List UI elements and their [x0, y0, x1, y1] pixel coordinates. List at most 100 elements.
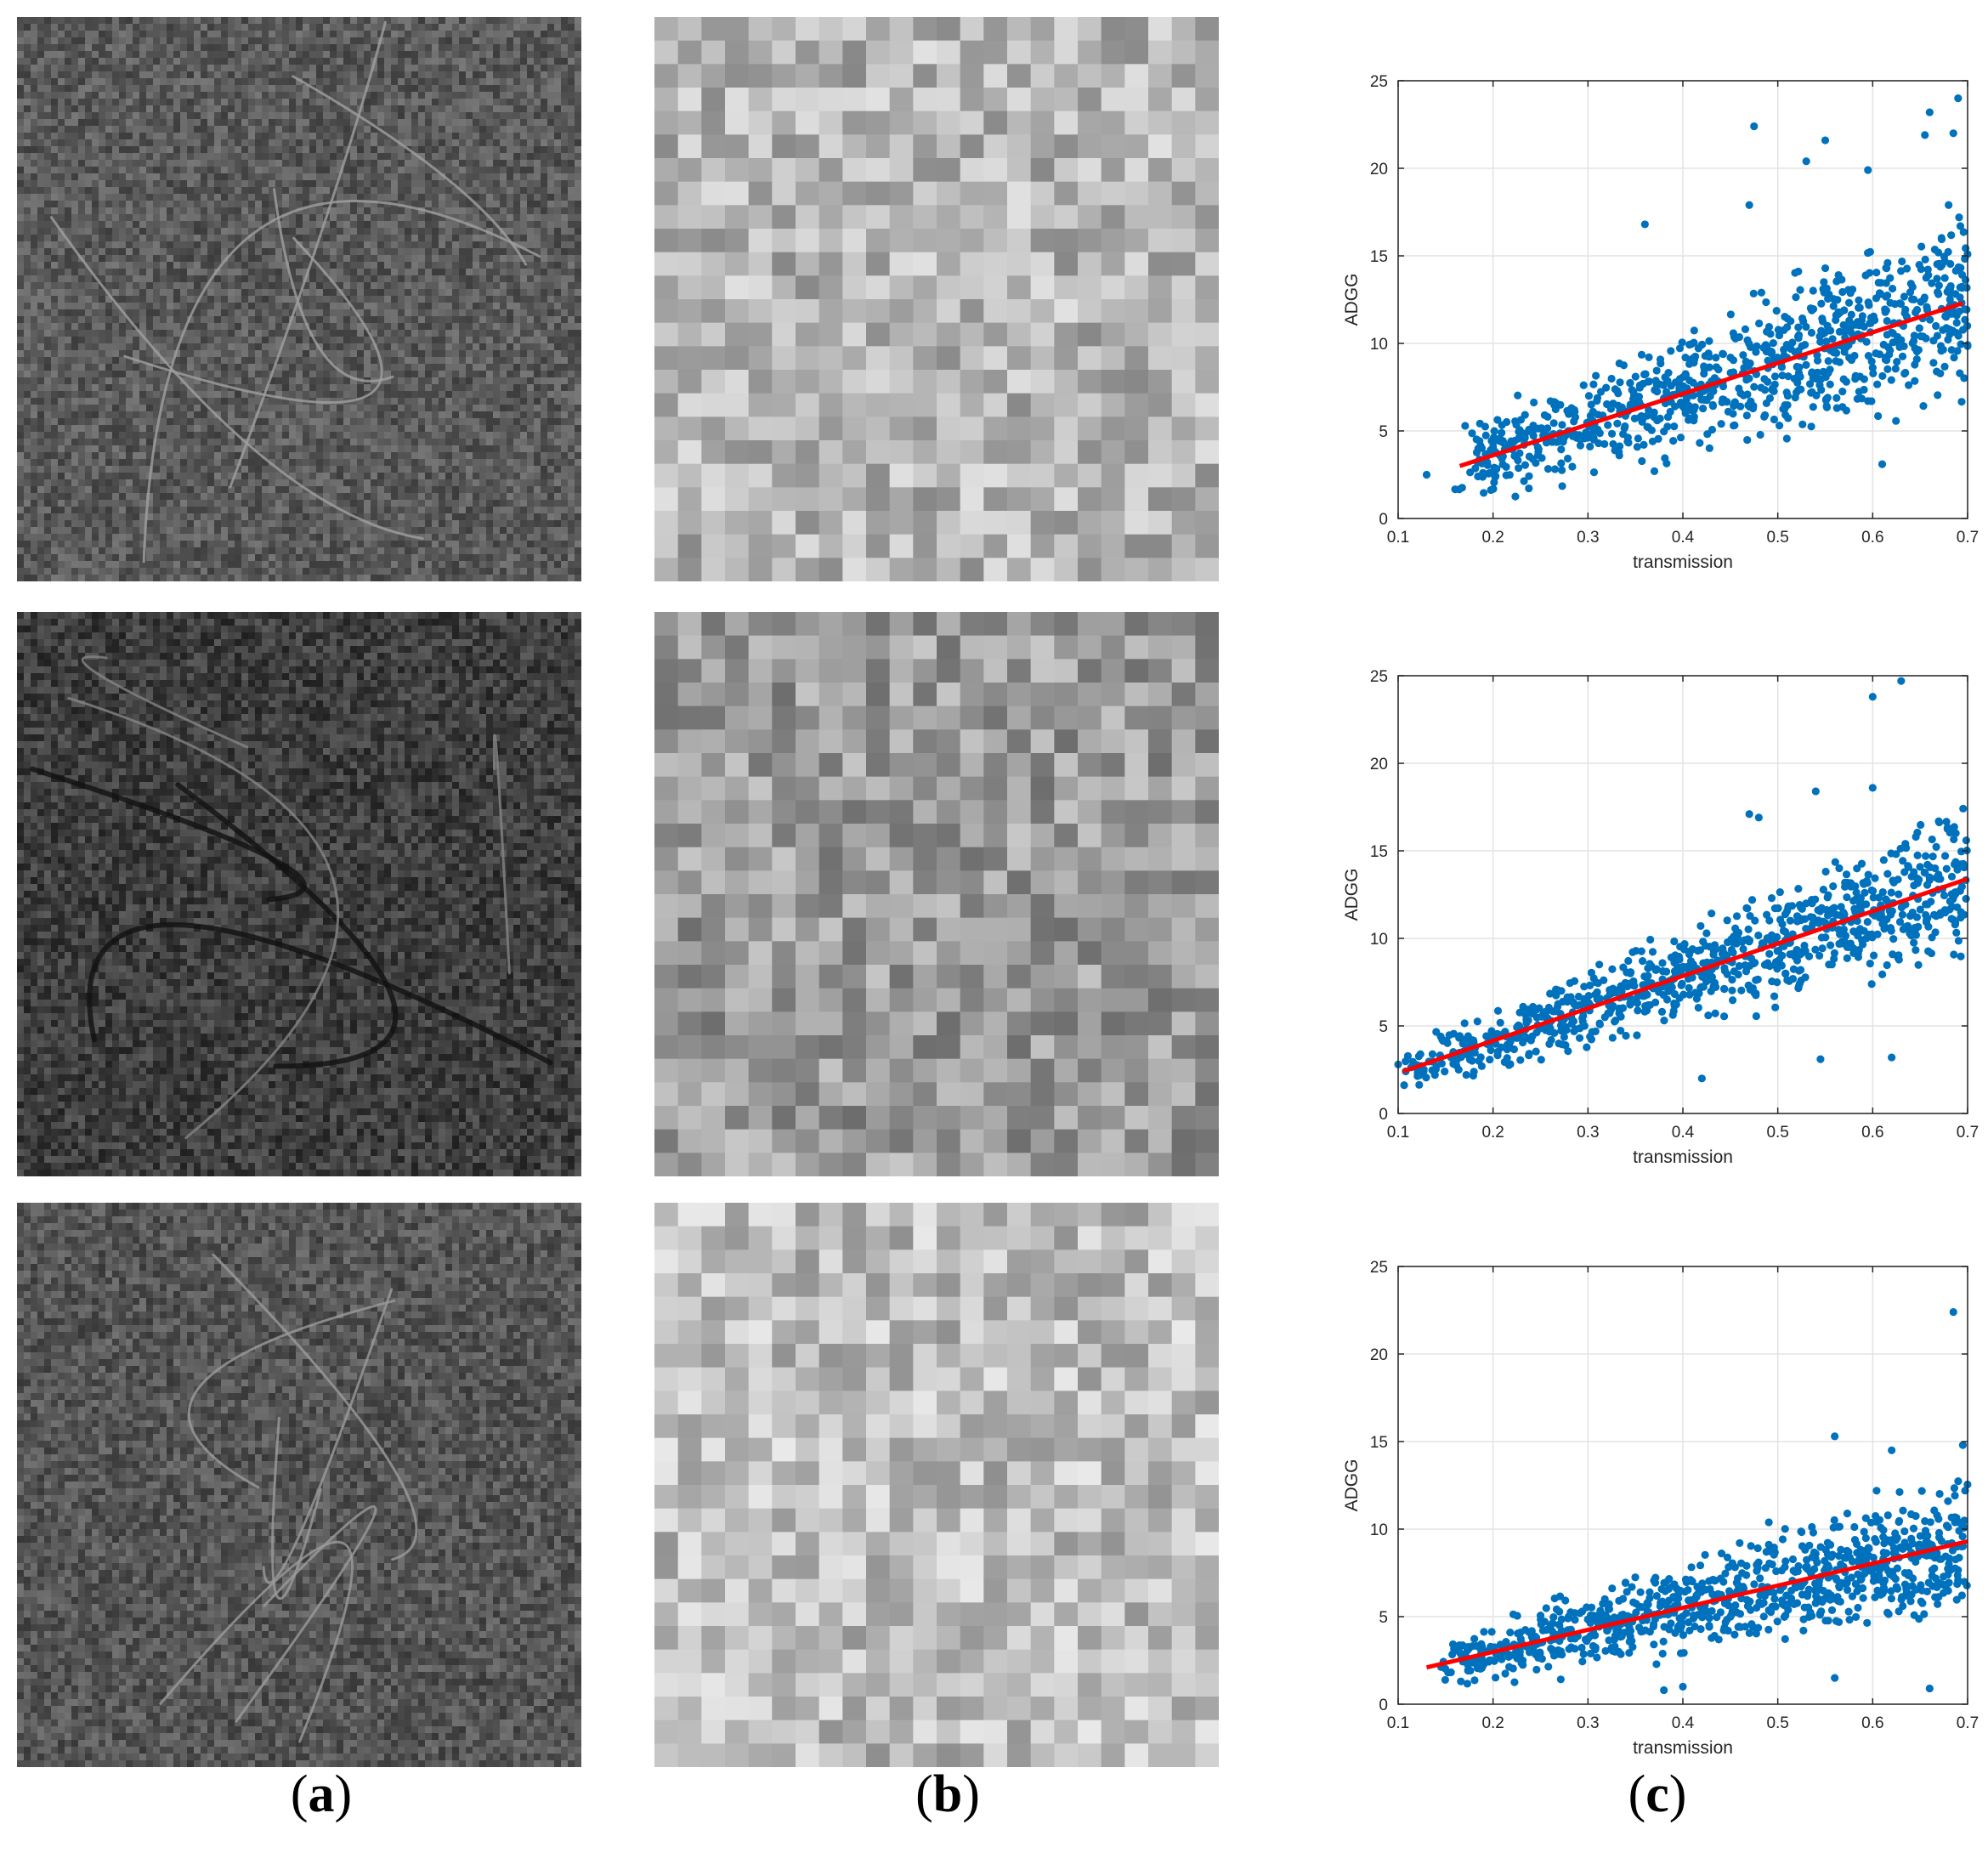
scatter-point	[1834, 310, 1843, 319]
scatter-point	[1515, 1022, 1524, 1030]
scatter-point	[1957, 340, 1965, 348]
scatter-point	[1520, 477, 1528, 485]
scatter-point	[1504, 1061, 1514, 1069]
scatter-point	[1699, 983, 1708, 991]
scatter-point	[1781, 1635, 1789, 1643]
scatter-point	[1732, 1578, 1741, 1587]
scatter-point	[1708, 1606, 1716, 1615]
scatter-point	[1546, 989, 1555, 998]
scatter-point	[1676, 433, 1685, 442]
scatter-point	[1519, 1661, 1527, 1669]
scatter-point	[1950, 835, 1958, 844]
scatter-point	[1881, 305, 1889, 314]
scatter-point	[1448, 1650, 1457, 1659]
scatter-point	[1608, 1034, 1617, 1042]
scatter-point	[1586, 1649, 1595, 1657]
scatter-point	[1831, 858, 1839, 866]
scatter-point	[1756, 430, 1764, 439]
scatter-point	[1844, 1575, 1852, 1584]
scatter-point	[1431, 1065, 1440, 1074]
scatter-point	[1961, 254, 1969, 263]
scatter-point	[1795, 363, 1804, 371]
scatter-point	[1538, 1617, 1546, 1626]
scatter-point	[1940, 362, 1949, 371]
scatter-point	[1874, 1575, 1883, 1584]
scatter-point	[1851, 1612, 1861, 1622]
scatter-point	[1558, 482, 1566, 490]
scatter-point	[1594, 425, 1602, 434]
scatter-point	[1657, 1584, 1666, 1594]
scatter-point	[1920, 868, 1929, 877]
scatter-point	[1753, 1544, 1762, 1553]
scatter-point	[1783, 323, 1792, 331]
scatter-point	[1739, 391, 1748, 399]
scatter-point	[1575, 1034, 1584, 1042]
scatter-point	[1844, 298, 1854, 307]
scatter-point	[1547, 1644, 1555, 1653]
scatter-point	[1917, 1581, 1925, 1589]
scatter-point	[1735, 961, 1743, 971]
scatter-point	[1821, 263, 1830, 273]
scatter-point	[1639, 414, 1647, 423]
scatter-point	[1879, 1549, 1888, 1557]
scatter-point	[1875, 350, 1884, 359]
scatter-point	[1793, 917, 1802, 926]
scatter-point	[1660, 1017, 1668, 1025]
scatter-point	[1804, 1612, 1814, 1621]
scatter-point	[1866, 269, 1874, 277]
scatter-point	[1813, 1558, 1821, 1567]
scatter-point	[1828, 335, 1837, 343]
scatter-points	[1436, 1307, 1972, 1695]
scatter-point	[1804, 952, 1814, 960]
scatter-point	[1662, 995, 1672, 1004]
scatter-point	[1753, 342, 1761, 350]
scatter-point	[1729, 368, 1738, 377]
scatter-point	[1558, 1040, 1566, 1049]
tick-labels: 0.1 0.2 0.3 0.4 0.5 0.6 0.7 0 5 10 15 20 25	[1370, 73, 1979, 547]
scatter-point	[1623, 1588, 1631, 1596]
scatter-point	[1656, 355, 1665, 364]
scatter-point	[1509, 1664, 1517, 1673]
scatter-point	[1777, 363, 1787, 371]
scatter-point	[1700, 395, 1708, 405]
scatter-point	[1630, 414, 1639, 422]
scatter-point	[1935, 259, 1944, 268]
scatter-point	[1496, 1018, 1504, 1027]
scatter-point	[1842, 870, 1851, 879]
scatter-point	[1775, 960, 1783, 968]
scatter-point	[1934, 391, 1942, 399]
scatter-point	[1889, 876, 1897, 885]
scatter-point	[1769, 384, 1777, 393]
scatter-point	[1698, 340, 1707, 348]
scatter-point	[1951, 1491, 1959, 1500]
scatter-point	[1906, 1597, 1915, 1606]
caption-b: (b)	[888, 1768, 1007, 1821]
scatter-point	[1841, 932, 1850, 940]
scatter-point	[1571, 1616, 1579, 1624]
scatter-point	[1521, 461, 1530, 469]
scatter-point	[1867, 930, 1877, 938]
scatter-point	[1576, 441, 1585, 450]
scatter-point	[1691, 352, 1700, 361]
scatter-point	[1746, 911, 1754, 921]
scatter-point	[1962, 244, 1970, 252]
scatter-point	[1534, 424, 1543, 433]
image-a3-features	[159, 1253, 418, 1743]
scatter-point	[1892, 416, 1900, 425]
scatter-point	[1960, 1516, 1968, 1525]
scatter-point	[1746, 1597, 1754, 1606]
scatter-point	[1936, 369, 1945, 378]
scatter-point	[1750, 1580, 1759, 1589]
scatter-point	[1930, 1506, 1939, 1515]
scatter-point	[1670, 1594, 1679, 1602]
scatter-point	[1798, 1527, 1806, 1537]
scatter-point	[1400, 1081, 1408, 1090]
scatter-point	[1954, 331, 1963, 340]
y-tick-label: 0	[1379, 1697, 1388, 1714]
scatter-point	[1600, 439, 1609, 448]
scatter-point-outlier	[1650, 467, 1659, 475]
scatter-point-outlier	[1954, 94, 1963, 103]
scatter-point	[1893, 358, 1901, 366]
scatter-point	[1582, 428, 1590, 437]
y-tick-label: 10	[1370, 1521, 1388, 1539]
